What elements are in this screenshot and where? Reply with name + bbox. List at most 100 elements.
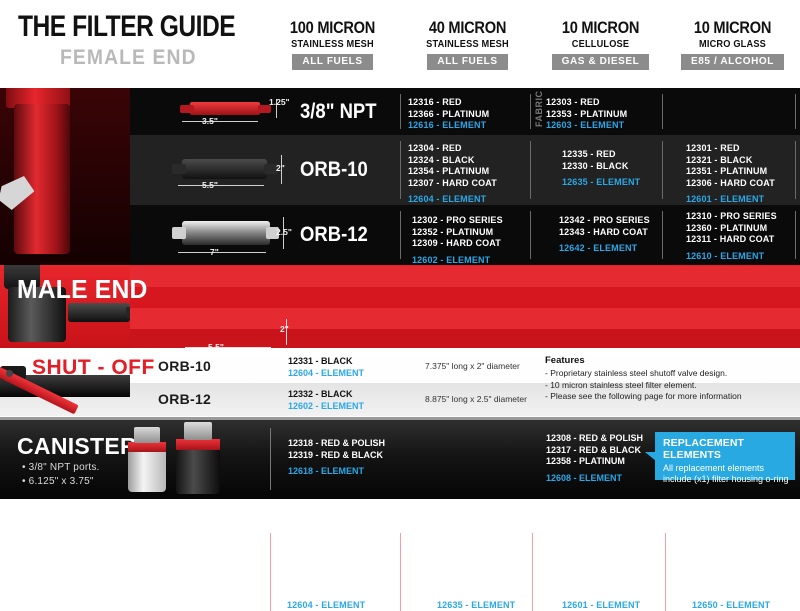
female-row-38-npt: 3.5" 1.25" 3/8" NPT 12316 - RED 12366 - …	[130, 88, 800, 135]
canister-parts-100-micron: 12318 - RED & POLISH 12319 - RED & BLACK…	[288, 438, 385, 478]
part-number: 12306 - HARD COAT	[686, 177, 775, 188]
canister-black-cap	[176, 439, 220, 450]
shutoff-dims-orb-10: 7.375" long x 2" diameter	[425, 361, 520, 371]
col-media-label: STAINLESS MESH	[426, 39, 509, 50]
product-cell: 3.5" 1.25" 3/8" NPT	[130, 88, 400, 135]
features-title: Features	[545, 355, 585, 366]
dimension-length: 3.5"	[202, 116, 218, 126]
part-list-40-micron: 12335 - RED 12330 - BLACK 12635 - ELEMEN…	[562, 149, 640, 189]
part-number-element: 12642 - ELEMENT	[559, 243, 638, 254]
male-part: 12377 - BLACK	[562, 557, 629, 567]
dimension-length: 5.5"	[202, 180, 218, 190]
canister-polish-cap	[128, 442, 166, 452]
part-number: 12310 - PRO SERIES	[686, 211, 777, 221]
part-number: 12316 - RED	[408, 97, 462, 107]
female-row-orb-10: 5.5" 2" ORB-10 12304 - RED 12324 - BLACK…	[130, 135, 800, 216]
dimension-diameter: 1.25"	[269, 97, 290, 107]
part-number-element: 12604 - ELEMENT	[408, 194, 487, 205]
male-part: 12375 - BLACK	[692, 557, 759, 567]
col-micron-label: 10 MICRON	[561, 18, 640, 37]
dimension-diameter: 2"	[276, 163, 285, 173]
female-row-orb-12: 7" 2.5" ORB-12 12302 - PRO SERIES 12352 …	[130, 205, 800, 265]
male-end-product-photo	[0, 265, 130, 348]
callout-title: REPLACEMENT ELEMENTS	[663, 437, 745, 461]
header: THE FILTER GUIDE FEMALE END 100 MICRON S…	[0, 0, 800, 88]
col-fuel-badge: ALL FUELS	[427, 54, 508, 70]
callout-tail	[645, 452, 656, 461]
part-number-element: 12618 - ELEMENT	[288, 466, 365, 477]
male-size-an-10: AN-10	[170, 577, 216, 594]
part-number-element: 12601 - ELEMENT	[686, 194, 765, 205]
part-number: 12335 - RED	[562, 149, 616, 159]
col-micron-label: 40 MICRON	[428, 18, 507, 37]
male-part: 12349 - BLACK	[287, 536, 354, 546]
col-micron-label: 100 MICRON	[289, 18, 376, 37]
col-fuel-badge: E85 / ALCOHOL	[681, 54, 784, 70]
part-number: 12353 - PLATINUM	[546, 108, 628, 119]
male-part-element: 12604 - ELEMENT	[287, 600, 366, 610]
canister-black-bracket	[184, 422, 212, 440]
dimension-diameter: 2.5"	[276, 227, 292, 237]
part-number: 12358 - PLATINUM	[546, 456, 625, 467]
male-end-section: MALE END 5.5" 2" AN-06 AN-08 AN-10 12349…	[0, 265, 800, 611]
part-number: 12304 - RED	[408, 143, 462, 153]
canister-photo-polish	[128, 450, 166, 492]
col-fuel-badge: GAS & DIESEL	[551, 54, 650, 70]
part-number: 12354 - PLATINUM	[408, 166, 490, 177]
shutoff-name-orb-12: ORB-12	[158, 391, 212, 407]
male-part-element: 12650 - ELEMENT	[692, 600, 771, 610]
part-number: 12302 - PRO SERIES	[412, 215, 503, 225]
part-number: 12360 - PLATINUM	[686, 222, 768, 233]
part-number: 12332 - BLACK	[288, 389, 353, 399]
part-number: 12308 - RED & POLISH	[546, 433, 644, 443]
canister-title: CANISTER	[17, 433, 137, 459]
canister-bullet: • 3/8" NPT ports.	[22, 462, 100, 473]
feature-item: - 10 micron stainless steel filter eleme…	[545, 379, 697, 390]
dimension-diameter: 2"	[280, 324, 289, 334]
canister-parts-10-micron-cellulose: 12308 - RED & POLISH 12317 - RED & BLACK…	[546, 433, 643, 484]
col-media-label: CELLULOSE	[571, 39, 630, 50]
product-name: 3/8" NPT	[300, 99, 377, 123]
male-part: 12388 - BLACK	[437, 578, 504, 588]
part-number: 12330 - BLACK	[562, 160, 629, 171]
part-number: 12301 - RED	[686, 143, 740, 153]
male-part: 12385 - BLACK	[692, 578, 759, 588]
feature-item: - Proprietary stainless steel shutoff va…	[545, 368, 728, 378]
canister-bullet: • 6.125" x 3.75"	[22, 476, 94, 487]
part-number: 12342 - PRO SERIES	[559, 215, 650, 225]
dimension-length: 7"	[210, 247, 219, 257]
part-number: 12366 - PLATINUM	[408, 108, 490, 119]
part-number-element: 12602 - ELEMENT	[288, 400, 365, 411]
part-list-100-micron: 12316 - RED 12366 - PLATINUM 12616 - ELE…	[408, 97, 489, 132]
product-name: ORB-10	[300, 158, 368, 181]
part-list-10-micron-cellulose: 12310 - PRO SERIES 12360 - PLATINUM 1231…	[686, 211, 777, 262]
female-end-section: 3.5" 1.25" 3/8" NPT 12316 - RED 12366 - …	[0, 88, 800, 265]
shutoff-dims-orb-12: 8.875" long x 2.5" diameter	[425, 394, 527, 404]
male-part: 12345 - BLACK	[692, 536, 759, 546]
col-media-label: MICRO GLASS	[699, 39, 766, 50]
fabric-tag: FABRIC	[534, 90, 544, 128]
part-number-element: 12603 - ELEMENT	[546, 120, 625, 131]
part-number: 12307 - HARD COAT	[408, 177, 497, 188]
product-name: ORB-12	[300, 223, 368, 246]
canister-polish-bracket	[134, 427, 160, 443]
part-number-element: 12610 - ELEMENT	[686, 250, 765, 261]
male-size-an-06: AN-06	[170, 534, 216, 551]
features-block: Features - Proprietary stainless steel s…	[545, 355, 742, 403]
part-number: 12303 - RED	[546, 97, 600, 107]
male-row-an-10	[130, 308, 800, 329]
part-number-element: 12616 - ELEMENT	[408, 120, 487, 131]
part-number: 12309 - HARD COAT	[412, 238, 501, 249]
male-part: 12348 - BLACK	[437, 536, 504, 546]
shutoff-codes-orb-12: 12332 - BLACK 12602 - ELEMENT	[288, 389, 364, 412]
part-number: 12324 - BLACK	[408, 154, 475, 165]
shutoff-name-orb-10: ORB-10	[158, 358, 212, 374]
column-header-10-micron-cellulose: 10 MICRON CELLULOSE GAS & DIESEL	[533, 18, 668, 70]
col-media-label: STAINLESS MESH	[291, 39, 374, 50]
part-list-40-micron: 12342 - PRO SERIES 12343 - HARD COAT 126…	[559, 215, 650, 255]
product-cell: 7" 2.5" ORB-12	[130, 205, 400, 265]
col-micron-label: 10 MICRON	[693, 18, 772, 37]
shutoff-section: SHUT - OFF ORB-10 ORB-12 12331 - BLACK 1…	[0, 348, 800, 420]
male-part: 12389 - BLACK	[287, 578, 354, 588]
male-part-element: 12601 - ELEMENT	[562, 600, 641, 610]
